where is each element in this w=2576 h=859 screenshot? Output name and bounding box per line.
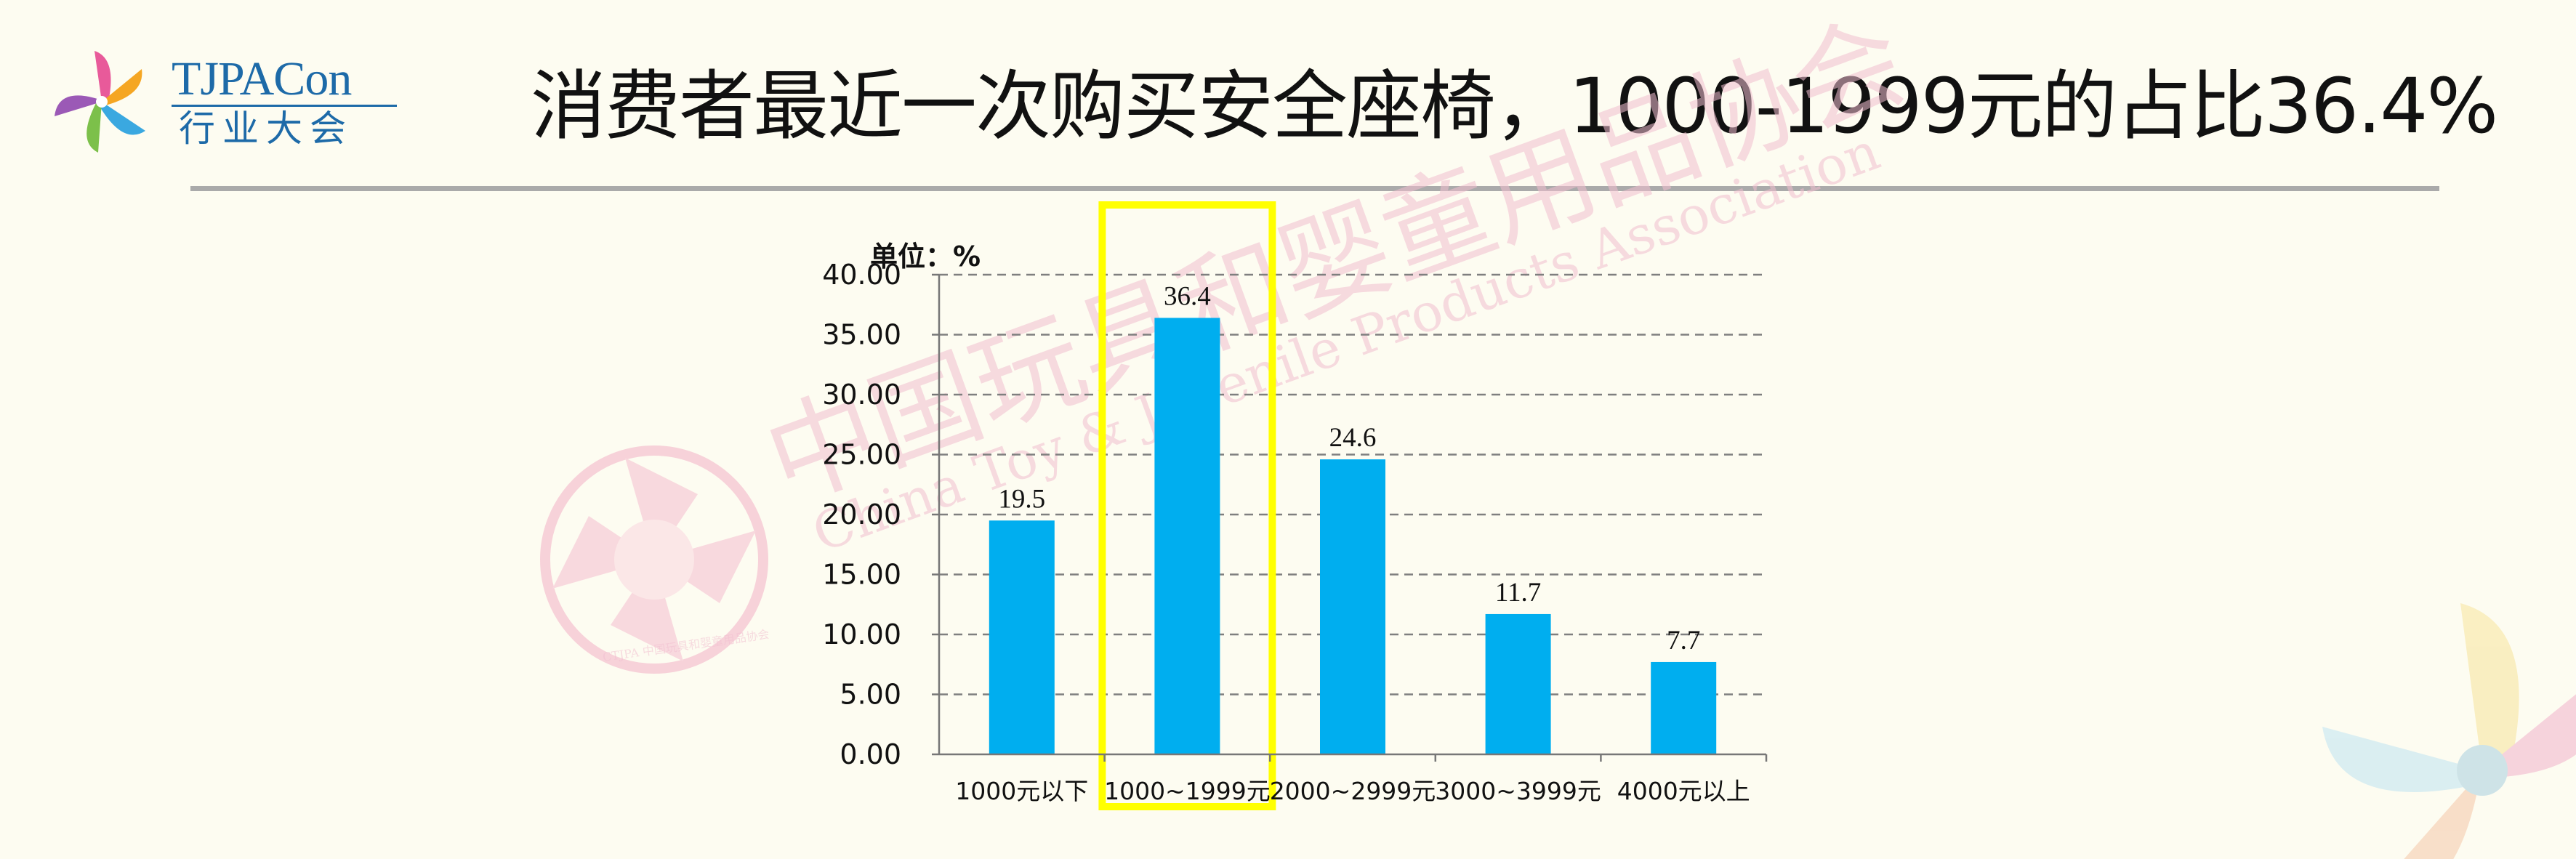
logo-subtitle: 行业大会: [172, 105, 397, 150]
y-tick-label: 20.00: [822, 499, 901, 531]
highlight-box: [1098, 201, 1276, 810]
x-category-label: 1000元以下: [955, 777, 1088, 805]
title-divider: [190, 186, 2439, 191]
y-tick-label: 25.00: [822, 439, 901, 471]
x-category-label: 4000元以上: [1617, 777, 1750, 805]
corner-pinwheel-icon: [2322, 603, 2576, 859]
y-tick-label: 40.00: [822, 259, 901, 291]
bar: [1651, 661, 1717, 754]
data-label: 36.4: [1164, 281, 1211, 311]
y-tick-label: 5.00: [840, 679, 901, 711]
data-label: 11.7: [1495, 578, 1541, 608]
bars: 19.5 36.4 24.6 11.7 7.7: [989, 201, 1717, 810]
x-category-label: 2000~2999元: [1270, 777, 1436, 805]
y-axis: 0.00 5.00 10.00 15.00 20.00 25.00 30.00 35.00 40…: [822, 259, 941, 770]
page-title: 消费者最近一次购买安全座椅，1000-1999元的占比36.4%: [531, 62, 2498, 150]
bar: [989, 520, 1055, 754]
bar: [1320, 459, 1385, 754]
bar: [1154, 318, 1220, 754]
y-tick-label: 0.00: [840, 738, 901, 770]
bar: [1485, 613, 1551, 754]
unit-label: 单位：%: [870, 241, 981, 273]
pinwheel-logo-icon: [55, 51, 145, 153]
x-category-label: 3000~3999元: [1435, 777, 1601, 805]
data-label: 24.6: [1329, 423, 1377, 453]
x-category-label: 1000~1999元: [1104, 777, 1271, 805]
tjpacon-logo: [55, 51, 145, 153]
y-tick-label: 35.00: [822, 319, 901, 351]
data-label: 19.5: [998, 484, 1045, 514]
logo-title: TJPACon: [172, 52, 352, 105]
y-tick-label: 10.00: [822, 618, 901, 650]
y-tick-label: 30.00: [822, 379, 901, 411]
watermark-badge-icon: [540, 445, 768, 674]
logo-text: TJPACon 行业大会: [172, 54, 397, 150]
data-label: 7.7: [1667, 626, 1700, 656]
y-tick-label: 15.00: [822, 559, 901, 591]
